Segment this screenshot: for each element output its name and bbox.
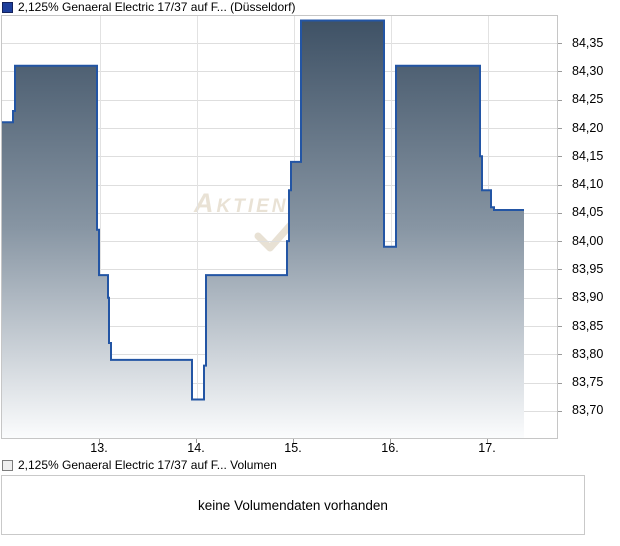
y-axis-label: 84,15: [572, 148, 604, 163]
price-area-fill: [2, 20, 524, 438]
volume-empty-message: keine Volumendaten vorhanden: [198, 497, 388, 513]
x-axis-tick: [487, 439, 488, 443]
h-gridline: [2, 269, 557, 271]
v-gridline: [391, 16, 392, 438]
price-step-line: [2, 19, 524, 401]
v-gridline: [197, 16, 198, 438]
x-axis-tick: [390, 439, 391, 443]
x-axis-label: 17.: [478, 441, 496, 455]
y-axis-tick: [558, 410, 562, 412]
v-gridline: [100, 16, 101, 438]
y-axis-tick: [558, 382, 562, 384]
y-axis-tick: [558, 184, 562, 186]
y-axis-label: 84,30: [572, 63, 604, 78]
y-axis-label: 84,05: [572, 205, 604, 220]
y-axis-tick: [558, 269, 562, 271]
price-series-chart: [2, 19, 524, 438]
y-axis-tick: [558, 326, 562, 327]
price-legend-label: 2,125% Genaeral Electric 17/37 auf F... …: [18, 0, 296, 14]
y-axis-label: 83,95: [572, 261, 604, 276]
y-axis-tick: [558, 71, 562, 73]
x-axis-label: 14.: [187, 441, 205, 455]
y-axis-label: 83,85: [572, 318, 604, 333]
y-axis-label: 83,90: [572, 290, 604, 305]
x-axis-tick: [196, 439, 197, 443]
y-axis-label: 84,20: [572, 120, 604, 135]
y-axis-label: 84,00: [572, 233, 604, 248]
h-gridline: [2, 43, 557, 45]
volume-legend-label: 2,125% Genaeral Electric 17/37 auf F... …: [18, 458, 277, 472]
y-axis-label: 83,70: [572, 403, 604, 418]
h-gridline: [2, 184, 557, 186]
price-legend: 2,125% Genaeral Electric 17/37 auf F... …: [2, 1, 295, 14]
y-axis-tick: [558, 99, 562, 101]
y-axis-label: 83,80: [572, 346, 604, 361]
price-chart-plot: Aktien: [1, 15, 558, 439]
y-axis-label: 84,25: [572, 92, 604, 107]
y-axis-tick: [558, 156, 562, 158]
h-gridline: [2, 156, 557, 158]
y-axis-label: 84,35: [572, 35, 604, 50]
y-axis-tick: [558, 297, 562, 299]
y-axis-tick: [558, 354, 562, 356]
h-gridline: [2, 99, 557, 101]
y-axis-tick: [558, 43, 562, 45]
x-axis-label: 16.: [381, 441, 399, 455]
x-axis-tick: [293, 439, 294, 443]
h-gridline: [2, 71, 557, 73]
h-gridline: [2, 128, 557, 129]
y-axis-label: 83,75: [572, 375, 604, 390]
volume-series-swatch-icon: [2, 460, 13, 471]
y-axis-tick: [558, 241, 562, 243]
h-gridline: [2, 212, 557, 214]
x-axis-label: 15.: [284, 441, 302, 455]
price-series-swatch-icon: [2, 2, 13, 13]
watermark-check-icon: [254, 217, 298, 252]
y-axis-label: 84,10: [572, 177, 604, 192]
volume-legend: 2,125% Genaeral Electric 17/37 auf F... …: [2, 459, 277, 472]
h-gridline: [2, 241, 557, 243]
y-axis-tick: [558, 212, 562, 214]
x-axis-tick: [99, 439, 100, 443]
y-axis-tick: [558, 128, 562, 129]
x-axis-label: 13.: [90, 441, 108, 455]
volume-panel: keine Volumendaten vorhanden: [1, 475, 585, 535]
